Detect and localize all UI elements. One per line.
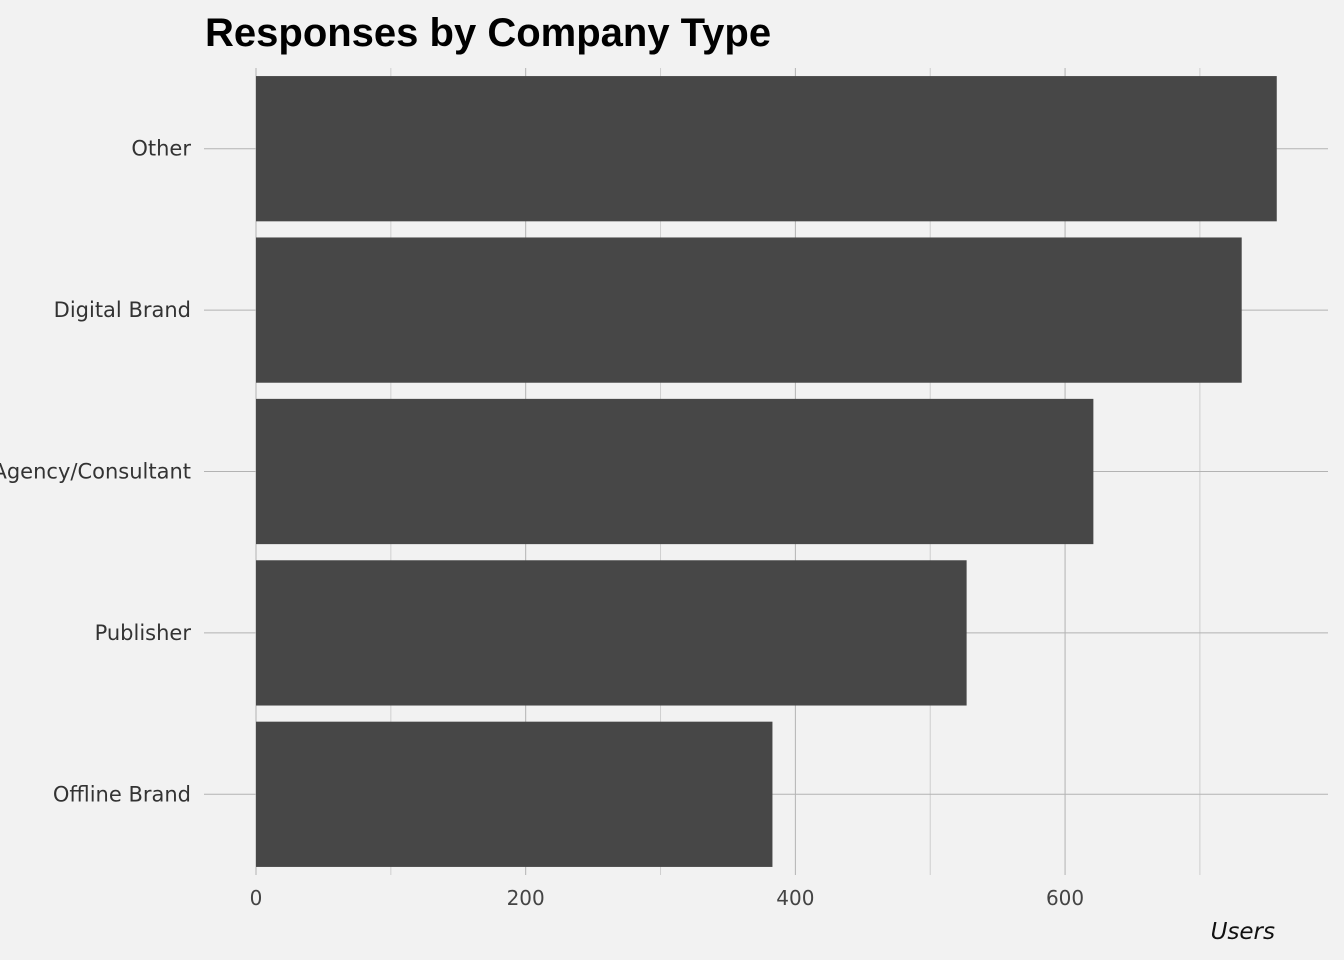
y-tick-label: Publisher (95, 621, 192, 645)
x-tick-label: 200 (507, 886, 545, 910)
x-tick-label: 400 (776, 886, 814, 910)
y-tick-label: Agency/Consultant (0, 460, 191, 484)
x-axis-ticks: 0 200 400 600 (250, 886, 1085, 910)
bar (256, 237, 1242, 383)
y-axis-labels: Other Digital Brand Agency/Consultant Publi… (0, 137, 191, 807)
bar (256, 76, 1277, 222)
bar (256, 560, 967, 706)
chart-title: Responses by Company Type (205, 11, 771, 55)
x-tick-label: 600 (1046, 886, 1084, 910)
y-tick-label: Other (131, 137, 191, 161)
bar (256, 398, 1094, 545)
x-axis-title: Users (1211, 919, 1275, 945)
bar (256, 721, 773, 867)
x-tick-label: 0 (250, 886, 263, 910)
y-tick-label: Offline Brand (53, 782, 191, 806)
bars (256, 76, 1277, 867)
y-tick-label: Digital Brand (54, 298, 191, 322)
